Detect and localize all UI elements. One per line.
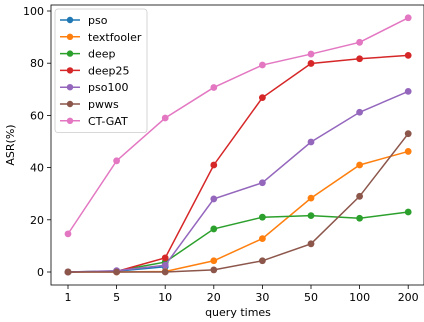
data-point xyxy=(161,254,169,262)
x-tick-label: 200 xyxy=(398,291,419,304)
series-line xyxy=(67,90,409,273)
legend-swatch-marker xyxy=(66,117,74,125)
x-tick-label: 100 xyxy=(349,291,370,304)
legend-swatch-marker xyxy=(66,50,74,57)
series-line xyxy=(67,17,409,235)
legend-label: pso100 xyxy=(88,81,128,94)
legend-label: deep xyxy=(88,48,116,61)
data-point xyxy=(356,38,363,46)
data-point xyxy=(161,261,169,269)
data-point xyxy=(356,55,363,63)
y-axis-ticks: 0 20 40 60 80 100 xyxy=(23,5,51,279)
data-point xyxy=(161,268,169,276)
y-tick-label: 20 xyxy=(30,214,44,227)
legend-box xyxy=(54,8,148,133)
x-tick-label: 10 xyxy=(158,291,172,304)
series-line xyxy=(68,133,409,273)
data-point xyxy=(210,225,218,233)
data-point xyxy=(210,266,218,274)
x-tick-label: 5 xyxy=(113,291,120,304)
data-point xyxy=(356,214,363,222)
x-tick-label: 1 xyxy=(65,291,72,304)
data-point xyxy=(210,161,218,169)
legend: pso textfooler deep deep25 pso100 pwws CT-GAT xyxy=(54,8,148,133)
x-tick-label: 20 xyxy=(207,291,221,304)
data-point xyxy=(404,14,412,22)
data-point xyxy=(404,51,412,59)
data-point xyxy=(404,208,412,216)
x-tick-label: 50 xyxy=(304,291,318,304)
data-point xyxy=(210,257,218,265)
legend-label: CT-GAT xyxy=(88,115,128,128)
data-point xyxy=(307,50,315,58)
legend-swatch-marker xyxy=(66,16,74,24)
y-tick-label: 40 xyxy=(30,162,44,175)
legend-item: deep xyxy=(60,48,116,61)
data-point xyxy=(210,195,218,203)
data-point xyxy=(307,212,315,220)
series-group xyxy=(64,14,412,276)
legend-item: pwws xyxy=(60,98,119,111)
data-point xyxy=(259,257,266,265)
data-point xyxy=(259,179,266,187)
data-point xyxy=(113,268,120,276)
data-point xyxy=(259,213,266,221)
data-point xyxy=(259,235,266,242)
legend-item: CT-GAT xyxy=(60,115,128,128)
legend-swatch-marker xyxy=(66,100,74,108)
legend-swatch-marker xyxy=(66,84,74,91)
legend-item: deep25 xyxy=(60,64,130,77)
data-point xyxy=(356,192,363,200)
data-point xyxy=(307,194,315,202)
legend-swatch-marker xyxy=(66,67,74,74)
series-pwws xyxy=(64,130,412,276)
data-point xyxy=(356,108,363,116)
x-axis-label: query times xyxy=(205,306,271,319)
legend-label: pso xyxy=(88,14,108,27)
data-point xyxy=(307,60,315,67)
y-tick-label: 0 xyxy=(37,266,44,279)
y-axis-label: ASR(%) xyxy=(4,124,17,165)
y-tick-label: 80 xyxy=(30,57,44,70)
data-point xyxy=(210,84,218,91)
y-tick-label: 60 xyxy=(30,109,44,122)
data-point xyxy=(404,87,412,95)
x-tick-label: 30 xyxy=(255,291,269,304)
data-point xyxy=(64,268,72,276)
data-point xyxy=(161,114,169,122)
data-point xyxy=(307,240,315,248)
data-point xyxy=(356,161,363,169)
y-tick-label: 100 xyxy=(23,5,44,18)
data-point xyxy=(307,138,315,146)
legend-item: pso100 xyxy=(60,81,128,94)
data-point xyxy=(259,94,266,102)
legend-item: textfooler xyxy=(60,31,142,44)
legend-label: textfooler xyxy=(88,31,142,44)
data-point xyxy=(259,61,266,69)
series-ct-gat xyxy=(64,14,412,238)
legend-label: pwws xyxy=(88,98,119,111)
x-axis-ticks: 1 5 10 20 30 50 100 200 xyxy=(65,285,419,304)
legend-swatch-marker xyxy=(66,33,74,40)
data-point xyxy=(404,148,412,155)
legend-label: deep25 xyxy=(88,64,130,77)
data-point xyxy=(404,130,412,138)
data-point xyxy=(64,230,72,238)
legend-item: pso xyxy=(60,14,108,27)
data-point xyxy=(113,157,120,165)
